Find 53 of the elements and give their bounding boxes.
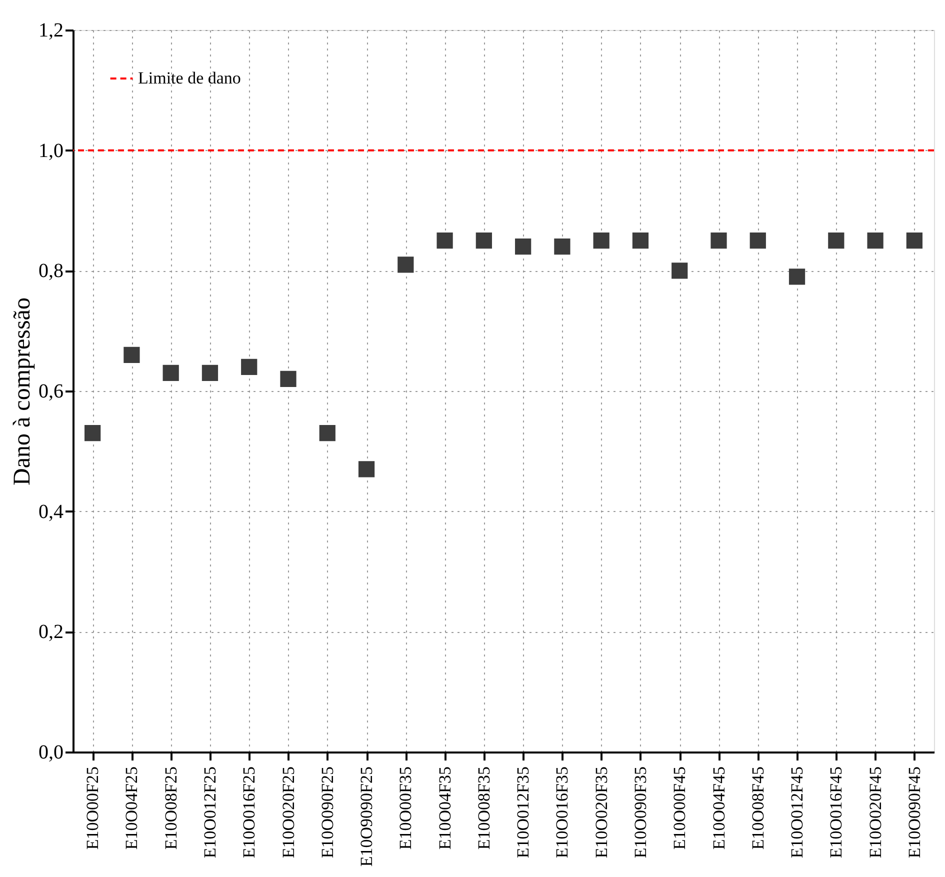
- x-tick-label: E10O020F25: [278, 766, 298, 858]
- point: [280, 370, 296, 388]
- point: [554, 238, 570, 255]
- point: [436, 232, 453, 249]
- x-tick-label: E10O016F45: [826, 766, 846, 858]
- x-tick-label: E10O9090F25: [357, 766, 376, 867]
- y-tick-label: 1,2: [38, 20, 64, 42]
- x-tick-label: E10O012F25: [200, 766, 220, 858]
- point: [632, 232, 649, 249]
- x-tick-label: E10O090F45: [904, 766, 924, 858]
- point: [241, 358, 258, 375]
- x-tick-label: E10O012F35: [514, 766, 533, 858]
- point: [788, 268, 806, 285]
- y-tick-label: 0,2: [38, 621, 64, 644]
- y-tick-label: 0,6: [38, 380, 64, 402]
- point: [476, 232, 492, 249]
- y-tick-label: 0,0: [38, 742, 64, 764]
- point: [124, 346, 140, 363]
- point: [906, 232, 922, 249]
- point: [202, 364, 218, 382]
- y-tick-label: 1,0: [38, 140, 64, 162]
- point: [867, 232, 884, 249]
- x-tick-label: E10O012F45: [788, 766, 807, 858]
- y-tick-label: 0,8: [38, 260, 64, 282]
- x-tick-label: E10O04F45: [709, 766, 728, 850]
- x-tick-label: E10O00F45: [670, 766, 690, 850]
- point: [710, 232, 727, 249]
- x-tick-label: E10O090F25: [318, 766, 337, 858]
- x-tick-label: E10O016F35: [552, 766, 572, 858]
- x-tick-label: E10O020F35: [592, 766, 611, 858]
- point: [593, 232, 610, 249]
- x-tick-label: E10O00F25: [83, 766, 102, 850]
- x-tick-label: E10O090F35: [630, 766, 650, 858]
- x-tick-label: E10O00F35: [396, 766, 416, 850]
- point: [358, 461, 375, 478]
- legend-label: Limite de dano: [138, 68, 241, 88]
- point: [162, 364, 179, 382]
- point: [828, 232, 844, 249]
- point: [672, 262, 688, 279]
- point: [398, 256, 414, 273]
- point: [319, 425, 336, 442]
- x-tick-label: E10O020F45: [866, 766, 885, 858]
- x-tick-label: E10O08F45: [748, 766, 768, 850]
- x-tick-label: E10O016F25: [240, 766, 259, 858]
- point: [515, 238, 532, 255]
- x-tick-label: E10O08F25: [161, 766, 180, 850]
- x-tick-label: E10O04F35: [435, 766, 454, 850]
- x-tick-label: E10O04F25: [122, 766, 142, 850]
- y-tick-label: 0,4: [38, 500, 64, 523]
- point: [750, 232, 766, 249]
- point: [84, 425, 101, 442]
- x-tick-label: E10O08F35: [474, 766, 494, 850]
- y-axis-title: Dano à compressão: [10, 298, 36, 486]
